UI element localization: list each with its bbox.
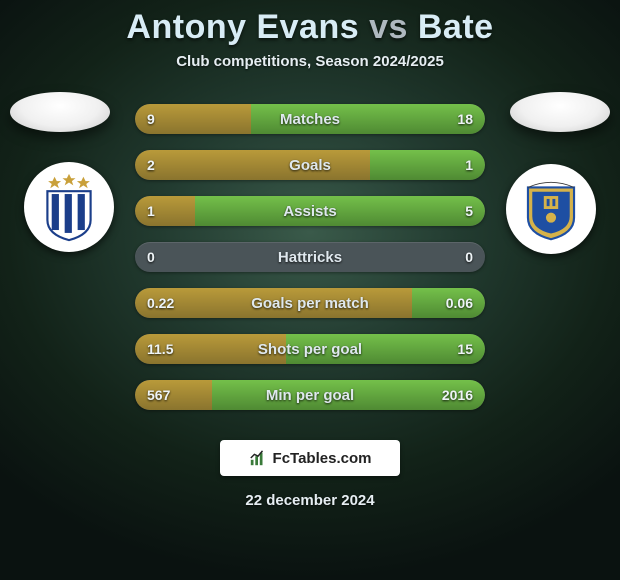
stat-value-left: 2	[147, 150, 155, 180]
stat-fill-left	[135, 288, 412, 318]
content: Antony Evans vs Bate Club competitions, …	[0, 0, 620, 580]
stat-value-right: 2016	[442, 380, 473, 410]
player2-name: Bate	[418, 8, 494, 46]
player1-club-crest	[24, 162, 114, 252]
page-title: Antony Evans vs Bate	[0, 8, 620, 47]
stat-bars: Matches918Goals21Assists15Hattricks00Goa…	[135, 104, 485, 410]
stat-row: Assists15	[135, 196, 485, 226]
stat-value-left: 567	[147, 380, 170, 410]
player2-club-crest	[506, 164, 596, 254]
huddersfield-crest-icon	[33, 171, 105, 243]
stat-value-left: 0.22	[147, 288, 174, 318]
branding-text: FcTables.com	[273, 450, 372, 467]
branding-chart-icon	[249, 449, 267, 467]
comparison-area: Matches918Goals21Assists15Hattricks00Goa…	[0, 104, 620, 410]
stat-fill-left	[135, 150, 370, 180]
stat-fill-right	[251, 104, 486, 134]
stat-row: Goals21	[135, 150, 485, 180]
stat-row: Goals per match0.220.06	[135, 288, 485, 318]
stat-value-right: 18	[457, 104, 473, 134]
stat-row: Hattricks0 0	[135, 242, 485, 272]
player1-avatar-placeholder	[10, 92, 110, 132]
stat-value-right: 5	[465, 196, 473, 226]
stat-row: Matches918	[135, 104, 485, 134]
stat-fill-left	[135, 196, 195, 226]
player1-name: Antony Evans	[126, 8, 359, 46]
stat-fill-right	[195, 196, 486, 226]
stockport-crest-icon	[515, 173, 587, 245]
stat-value-left: 1	[147, 196, 155, 226]
vs-label: vs	[369, 8, 408, 46]
stat-value-left: 0	[147, 242, 155, 272]
stat-value-left: 9	[147, 104, 155, 134]
stat-value-right: 1	[465, 150, 473, 180]
subtitle: Club competitions, Season 2024/2025	[0, 53, 620, 70]
stat-fill-right	[286, 334, 486, 364]
branding-badge: FcTables.com	[220, 440, 400, 476]
stat-value-left: 11.5	[147, 334, 173, 364]
player2-avatar-placeholder	[510, 92, 610, 132]
stat-value-right: 0.06	[446, 288, 473, 318]
stat-value-right: 0	[465, 242, 473, 272]
date-label: 22 december 2024	[0, 492, 620, 509]
stat-value-right: 15	[457, 334, 473, 364]
stat-row: Min per goal5672016	[135, 380, 485, 410]
stat-row: Shots per goal11.515	[135, 334, 485, 364]
stat-label: Hattricks	[135, 242, 485, 272]
